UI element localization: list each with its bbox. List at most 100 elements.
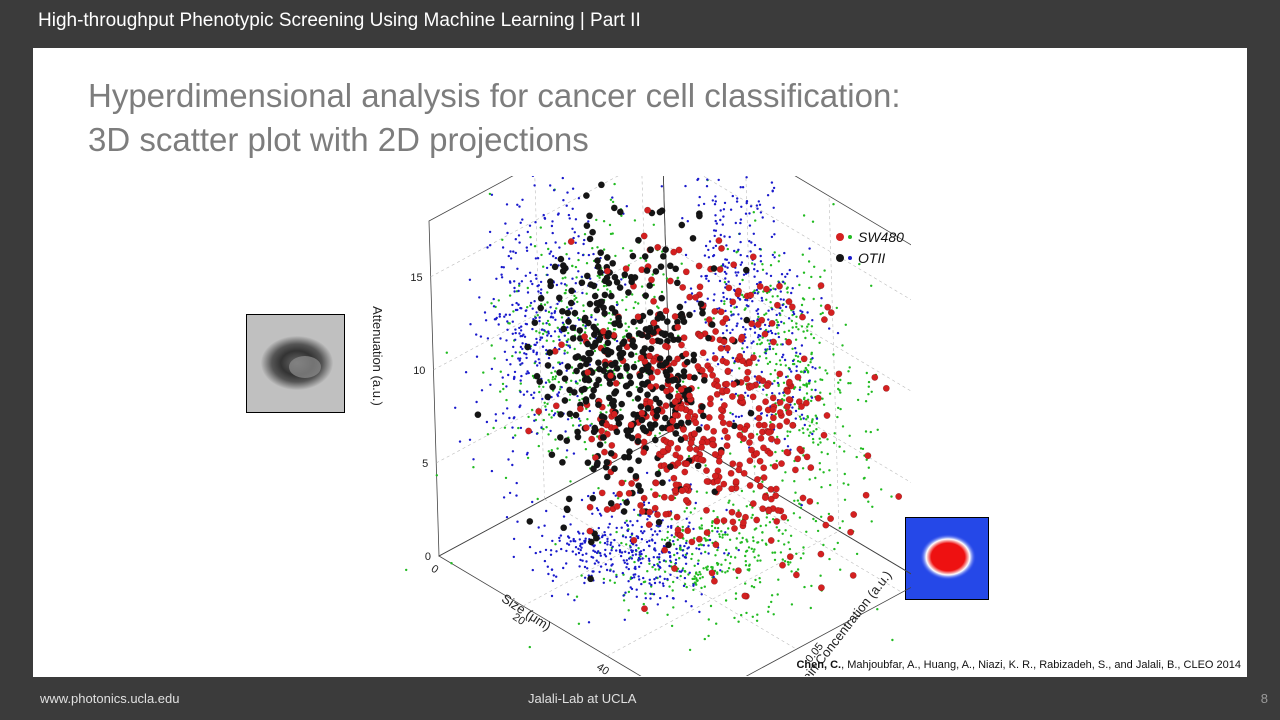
projection-point (832, 203, 835, 206)
projection-point (550, 224, 554, 228)
projection-point (763, 313, 766, 316)
projection-point (783, 358, 787, 362)
sw480-point (770, 414, 777, 422)
projection-point (485, 420, 489, 424)
projection-point (609, 558, 613, 561)
projection-point (656, 533, 659, 536)
projection-point (801, 253, 804, 256)
sw480-point (748, 383, 756, 390)
sw480-point (709, 441, 716, 448)
legend-sw480-3d-marker (836, 233, 844, 241)
sw480-point (717, 449, 725, 456)
projection-point (712, 229, 716, 232)
otii-point (655, 518, 663, 526)
projection-point (577, 270, 580, 273)
otii-point (557, 411, 565, 418)
projection-point (663, 559, 666, 562)
projection-point (609, 198, 613, 201)
projection-point (676, 538, 679, 541)
footer-lab-name: Jalali-Lab at UCLA (528, 691, 637, 706)
projection-point (687, 573, 690, 576)
otii-point (572, 411, 580, 419)
projection-point (599, 383, 603, 387)
projection-point (484, 319, 488, 322)
sw480-point (682, 350, 690, 358)
projection-point (811, 319, 814, 322)
projection-point (548, 380, 551, 384)
sw480-point (567, 238, 575, 245)
projection-point (808, 286, 811, 290)
projection-point (658, 432, 661, 435)
projection-point (864, 430, 868, 433)
projection-point (669, 559, 672, 562)
citation-rest: , Mahjoubfar, A., Huang, A., Niazi, K. R… (841, 659, 1241, 671)
projection-point (621, 299, 624, 302)
projection-point (750, 516, 753, 519)
projection-point (707, 279, 710, 283)
projection-point (608, 579, 612, 582)
projection-point (679, 574, 682, 578)
sw480-point (634, 313, 642, 321)
projection-point (744, 328, 747, 331)
projection-point (639, 561, 643, 565)
projection-point (598, 570, 601, 574)
projection-point (775, 362, 778, 366)
projection-point (579, 544, 582, 548)
projection-point (698, 570, 701, 574)
projection-point (525, 372, 528, 375)
sw480-point (796, 445, 804, 453)
projection-point (508, 294, 512, 297)
projection-point (512, 417, 515, 420)
sw480-point (646, 508, 653, 516)
projection-point (574, 380, 578, 383)
projection-point (724, 309, 727, 313)
projection-point (798, 283, 801, 287)
sw480-point (677, 386, 685, 393)
projection-point (499, 370, 502, 373)
projection-point (662, 273, 665, 276)
sw480-point (618, 479, 626, 487)
sw480-point (603, 421, 611, 429)
projection-point (554, 375, 558, 378)
projection-point (819, 391, 822, 394)
projection-point (712, 254, 716, 257)
projection-point (665, 277, 669, 280)
projection-point (549, 306, 552, 309)
projection-point (778, 312, 781, 315)
projection-point (571, 424, 575, 427)
sw480-point (763, 382, 771, 390)
projection-point (606, 543, 609, 546)
projection-point (703, 254, 707, 257)
otii-point (591, 424, 599, 432)
projection-point (512, 345, 515, 349)
projection-point (769, 464, 773, 467)
projection-point (814, 414, 817, 417)
otii-point (672, 265, 680, 273)
projection-point (729, 208, 733, 211)
otii-point (636, 386, 644, 394)
otii-point (657, 263, 665, 271)
slide-title-line-1: Hyperdimensional analysis for cancer cel… (88, 77, 901, 114)
projection-point (766, 348, 769, 351)
projection-point (475, 355, 479, 358)
projection-point (529, 280, 533, 283)
projection-point (519, 345, 523, 349)
projection-point (586, 418, 589, 421)
projection-point (516, 308, 519, 312)
projection-point (749, 327, 752, 331)
projection-point (684, 301, 687, 304)
projection-point (773, 551, 777, 554)
projection-point (536, 314, 539, 317)
projection-point (706, 358, 709, 361)
projection-point (793, 499, 796, 502)
x-tick-label: 40 (594, 661, 611, 676)
projection-point (558, 338, 561, 342)
otii-point (637, 403, 645, 410)
projection-point (737, 248, 740, 251)
sw480-point (671, 411, 679, 419)
projection-point (592, 549, 595, 552)
projection-point (666, 577, 669, 581)
projection-point (554, 438, 557, 441)
sw480-point (667, 439, 675, 447)
projection-point (570, 307, 573, 310)
